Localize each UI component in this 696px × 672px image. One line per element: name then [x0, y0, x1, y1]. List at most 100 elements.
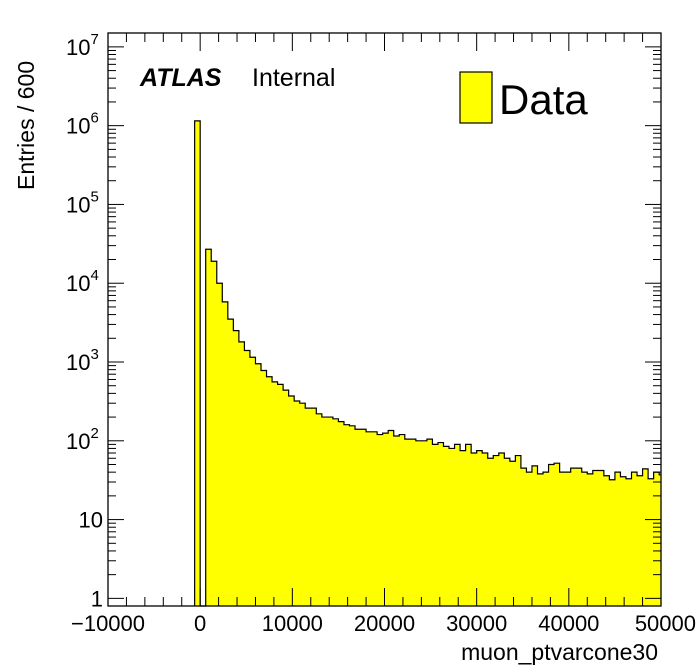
histogram-bar: [349, 425, 356, 606]
histogram-bar: [261, 370, 267, 606]
histogram-bar: [366, 431, 372, 606]
legend-label: Data: [499, 76, 588, 123]
histogram-bar: [415, 440, 422, 606]
histogram-bar: [498, 453, 505, 606]
histogram-bar: [338, 421, 345, 606]
histogram-bars: [194, 120, 662, 607]
histogram-bar: [548, 464, 555, 606]
histogram-bar: [581, 472, 588, 606]
x-tick-label: 40000: [538, 611, 599, 636]
histogram-bar: [465, 444, 472, 606]
histogram-bar: [509, 461, 516, 606]
histogram-bar: [460, 450, 467, 606]
histogram-bar: [504, 458, 511, 606]
histogram-bar: [443, 446, 450, 606]
histogram-bar: [211, 261, 218, 606]
histogram-bar: [603, 475, 610, 606]
histogram-bar: [432, 444, 439, 606]
histogram-bar: [531, 465, 538, 606]
histogram-bar: [377, 434, 384, 606]
histogram-bar: [283, 390, 290, 606]
histogram-bar: [598, 470, 605, 606]
histogram-bar: [526, 472, 533, 606]
histogram-bar: [316, 413, 323, 606]
histogram-bar: [614, 472, 621, 606]
histogram-bar: [205, 249, 212, 607]
histogram-bar: [360, 429, 367, 606]
x-tick-label: 0: [194, 611, 206, 636]
x-tick-label: 30000: [446, 611, 507, 636]
histogram-bar: [543, 472, 549, 606]
internal-label: Internal: [252, 64, 335, 92]
histogram-bar: [371, 431, 378, 606]
y-axis-title: Entries / 600: [13, 61, 39, 190]
y-tick-label: 10: [79, 508, 103, 533]
histogram-bar: [493, 455, 500, 606]
histogram-outline: [194, 120, 661, 607]
histogram-bar: [471, 453, 478, 606]
histogram-bar: [454, 444, 461, 606]
histogram-bar: [227, 319, 234, 606]
x-axis-title: muon_ptvarcone30: [461, 639, 658, 665]
legend-swatch: [459, 71, 493, 124]
histogram-bar: [393, 436, 400, 606]
histogram-bar: [520, 468, 527, 606]
histogram-bar: [244, 350, 251, 606]
y-tick-label: 1: [91, 586, 103, 611]
y-tick-labels: 1 10 102 103 104 105 106 107: [66, 31, 103, 611]
histogram-bar: [631, 472, 638, 606]
histogram-bar: [659, 474, 662, 606]
y-tick-label: 103: [66, 346, 99, 375]
y-tick-label: 105: [66, 188, 99, 217]
histogram-bar: [653, 472, 660, 606]
histogram-bar: [609, 479, 616, 606]
histogram-bar: [255, 363, 262, 606]
x-tick-label: −10000: [71, 611, 145, 636]
histogram-bar: [272, 381, 278, 606]
histogram-bar: [587, 473, 594, 606]
histogram-bar: [476, 450, 483, 606]
histogram-bar: [620, 476, 627, 606]
histogram-bar: [570, 468, 577, 606]
histogram-bar: [294, 401, 301, 606]
histogram-bar: [355, 429, 361, 606]
histogram-bar: [382, 433, 389, 606]
axis-ticks: [107, 33, 662, 606]
histogram-bar: [249, 357, 256, 606]
histogram-bar: [327, 417, 334, 606]
histogram-bar: [277, 384, 284, 606]
y-tick-label: 104: [66, 267, 99, 296]
histogram-bar: [426, 439, 433, 606]
histogram-bar: [437, 442, 444, 606]
histogram-bar: [559, 472, 566, 606]
y-tick-label: 107: [66, 31, 99, 60]
histogram-bar: [216, 283, 223, 606]
histogram-bar: [637, 475, 643, 606]
x-tick-labels: −10000 0 10000 20000 30000 40000 50000: [71, 611, 696, 636]
histogram-bar: [404, 439, 411, 606]
histogram-bar: [288, 396, 295, 606]
histogram-bar: [421, 440, 428, 606]
histogram-bar: [299, 403, 306, 606]
x-tick-label: 20000: [354, 611, 415, 636]
histogram-bar: [399, 434, 406, 606]
histogram-bar: [554, 463, 561, 606]
histogram-bar: [388, 430, 395, 606]
histogram-bar: [321, 417, 328, 606]
x-tick-label: 50000: [635, 611, 696, 636]
histogram-bar: [487, 458, 494, 606]
histogram-bar: [310, 408, 317, 606]
histogram-bar: [238, 341, 245, 606]
histogram-bar: [576, 468, 583, 606]
y-tick-label: 102: [66, 425, 99, 454]
histogram-bar: [537, 473, 544, 606]
histogram-bar: [410, 439, 417, 606]
histogram-bar: [642, 468, 649, 606]
histogram-bar: [305, 408, 312, 606]
plot-frame: [107, 32, 662, 607]
histogram-bar: [222, 301, 229, 606]
x-tick-label: 10000: [262, 611, 323, 636]
atlas-label: ATLAS: [139, 64, 222, 92]
histogram-bar: [592, 470, 599, 606]
